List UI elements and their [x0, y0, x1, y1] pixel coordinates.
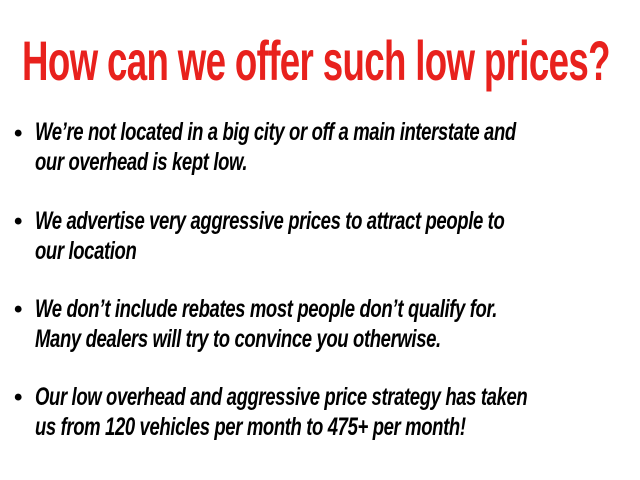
bullet-icon: •	[14, 384, 23, 411]
bullet-3-line-2: Many dealers will try to convince you ot…	[35, 325, 441, 353]
bullet-icon: •	[14, 120, 23, 147]
bullet-1-line-1: We’re not located in a big city or off a…	[35, 118, 516, 146]
bullet-4-line-1: Our low overhead and aggressive price st…	[35, 383, 528, 411]
bullet-2-line-2: our location	[35, 237, 137, 265]
slide-title: How can we offer such low prices?	[22, 29, 610, 92]
bullet-1-line-2: our overhead is kept low.	[35, 148, 248, 176]
bullet-2-line-1: We advertise very aggressive prices to a…	[35, 207, 505, 235]
bullet-icon: •	[14, 208, 23, 235]
bullet-icon: •	[14, 296, 23, 323]
bullet-4-line-2: us from 120 vehicles per month to 475+ p…	[35, 413, 466, 441]
bullet-3-line-1: We don’t include rebates most people don…	[35, 295, 498, 323]
